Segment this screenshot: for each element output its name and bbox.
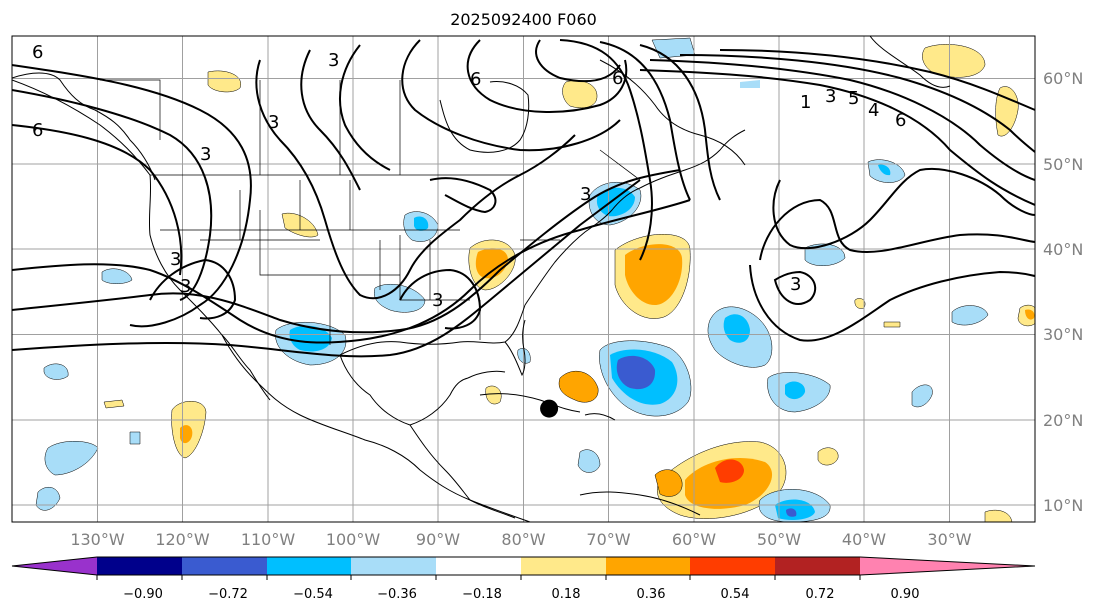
contour-label: 6	[32, 120, 43, 141]
lat-label: 50°N	[1043, 155, 1083, 174]
warm-anomaly-areas	[103, 44, 1035, 522]
colorbar-tick-label: 0.36	[637, 587, 666, 602]
latitude-labels: 10°N 20°N 30°N 40°N 50°N 60°N	[1043, 69, 1083, 515]
contour-label: 3	[790, 274, 801, 295]
contour-label: 4	[868, 100, 879, 121]
lon-label: 90°W	[416, 530, 460, 549]
colorbar-segment	[606, 557, 690, 575]
colorbar-segment	[690, 557, 775, 575]
contour-label: 6	[32, 42, 43, 63]
colorbar-segment	[12, 557, 97, 575]
contour-label: 5	[848, 88, 859, 109]
colorbar-tick-label: 0.18	[552, 587, 581, 602]
longitude-labels: 130°W 120°W 110°W 100°W 90°W 80°W 70°W 6…	[70, 530, 971, 549]
colorbar-tick-label: 0.72	[806, 587, 835, 602]
lon-label: 40°W	[842, 530, 886, 549]
lat-label: 10°N	[1043, 496, 1083, 515]
lon-label: 30°W	[927, 530, 971, 549]
lat-label: 40°N	[1043, 240, 1083, 259]
colorbar-segment	[267, 557, 351, 575]
storm-position-marker	[540, 399, 559, 418]
lat-label: 30°N	[1043, 325, 1083, 344]
colorbar-segment	[521, 557, 606, 575]
lon-label: 120°W	[155, 530, 210, 549]
contour-label: 6	[612, 68, 623, 89]
contour-lines	[12, 39, 1035, 358]
colorbar-tick-label: −0.72	[208, 587, 248, 602]
colorbar-segment	[860, 557, 1035, 575]
colorbar-tick-label: −0.36	[377, 587, 417, 602]
contour-label: 1	[800, 92, 811, 113]
colorbar-tick-label: −0.18	[462, 587, 502, 602]
colorbar-tick-label: −0.54	[293, 587, 333, 602]
contour-label: 6	[470, 69, 481, 90]
contour-label: 3	[432, 290, 443, 311]
lon-label: 60°W	[672, 530, 716, 549]
colorbar-segment	[351, 557, 436, 575]
colorbar-tick-label: −0.90	[123, 587, 163, 602]
colorbar-tick-label: 0.90	[891, 587, 920, 602]
contour-label: 3	[200, 144, 211, 165]
contour-labels: 6 3 3 6 3 3 6 1 3 5 4 6 3 3 3 3 6	[32, 42, 906, 311]
lon-label: 100°W	[326, 530, 381, 549]
lat-label: 60°N	[1043, 69, 1083, 88]
coastlines	[12, 36, 951, 522]
lat-label: 20°N	[1043, 411, 1083, 430]
contour-label: 3	[825, 86, 836, 107]
lon-label: 80°W	[501, 530, 545, 549]
contour-label: 3	[268, 112, 279, 133]
colorbar-tick-label: 0.54	[721, 587, 750, 602]
lon-label: 110°W	[241, 530, 296, 549]
colorbar: −0.90 −0.72 −0.54 −0.36 −0.18 0.18 0.36 …	[11, 556, 1036, 602]
map-title: 2025092400 F060	[450, 10, 597, 29]
contour-label: 6	[895, 110, 906, 131]
gridlines	[12, 36, 1035, 522]
contour-label: 3	[170, 249, 181, 270]
colorbar-segment	[775, 557, 860, 575]
contour-label: 3	[328, 50, 339, 71]
map-frame	[11, 35, 1036, 523]
colorbar-segment	[436, 557, 521, 575]
lon-label: 50°W	[757, 530, 801, 549]
colorbar-segment	[182, 557, 267, 575]
lon-label: 130°W	[70, 530, 125, 549]
colorbar-segment	[97, 557, 182, 575]
lon-label: 70°W	[586, 530, 630, 549]
contour-label: 3	[180, 276, 191, 297]
contour-label: 3	[580, 184, 591, 205]
